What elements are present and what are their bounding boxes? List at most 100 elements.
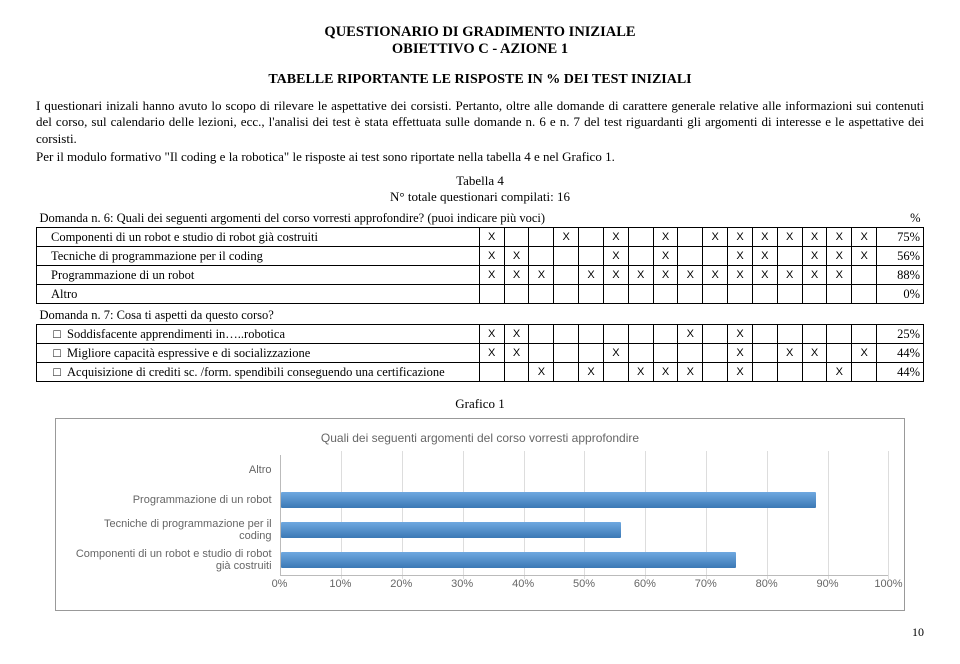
mark-cell [554,285,579,304]
pct-header: % [877,207,924,228]
mark-cell [628,228,653,247]
row-label: □Migliore capacità espressive e di socia… [37,344,480,363]
row-label: □Soddisfacente apprendimenti in…..roboti… [37,325,480,344]
chart-bar [281,522,621,538]
question-title: Domanda n. 7: Cosa ti aspetti da questo … [37,304,877,325]
mark-cell [603,325,628,344]
mark-cell [703,247,728,266]
chart-category-label: Programmazione di un robot [72,494,280,506]
chart-category-label: Tecniche di programmazione per il coding [72,518,280,542]
mark-cell [678,228,703,247]
mark-cell: X [579,266,604,285]
chart-tick-label: 50% [573,578,595,590]
mark-cell: X [504,325,529,344]
mark-cell [628,285,653,304]
intro-paragraph-2: Per il modulo formativo "Il coding e la … [36,149,924,165]
mark-cell [852,363,877,382]
mark-cell: X [529,266,554,285]
mark-cell [579,285,604,304]
section-subtitle: TABELLE RIPORTANTE LE RISPOSTE IN % DEI … [36,72,924,88]
chart-bar [281,492,816,508]
mark-cell [752,344,777,363]
row-label: Programmazione di un robot [37,266,480,285]
mark-cell [529,325,554,344]
chart-x-axis: 0%10%20%30%40%50%60%70%80%90%100% [72,575,889,592]
chart-tick-label: 90% [817,578,839,590]
mark-cell: X [777,266,802,285]
mark-cell: X [479,228,504,247]
mark-cell [603,285,628,304]
chart-tick-label: 70% [695,578,717,590]
mark-cell: X [603,247,628,266]
mark-cell: X [728,266,753,285]
mark-cell [554,344,579,363]
mark-cell: X [603,344,628,363]
mark-cell [479,285,504,304]
mark-cell: X [728,363,753,382]
page-number: 10 [36,625,924,640]
table-row: Programmazione di un robotXXXXXXXXXXXXXX… [37,266,924,285]
mark-cell: X [827,266,852,285]
mark-cell [579,344,604,363]
question-header-row: Domanda n. 6: Quali dei seguenti argomen… [37,207,924,228]
mark-cell: X [603,228,628,247]
mark-cell [703,363,728,382]
mark-cell: X [653,247,678,266]
mark-cell: X [827,247,852,266]
pct-cell: 44% [877,344,924,363]
pct-cell: 75% [877,228,924,247]
mark-cell [628,344,653,363]
mark-cell [728,285,753,304]
chart-tick-label: 100% [874,578,902,590]
chart-tick-label: 20% [390,578,412,590]
chart-title: Quali dei seguenti argomenti del corso v… [72,431,889,445]
table-caption: Tabella 4 N° totale questionari compilat… [36,173,924,205]
mark-cell [678,247,703,266]
mark-cell [802,285,827,304]
document-title: QUESTIONARIO DI GRADIMENTO INIZIALE OBIE… [36,24,924,58]
chart-plot-area [280,545,889,575]
mark-cell [752,363,777,382]
mark-cell: X [728,247,753,266]
mark-cell: X [802,344,827,363]
mark-cell: X [504,266,529,285]
mark-cell: X [752,228,777,247]
intro-paragraph-1: I questionari inizali hanno avuto lo sco… [36,98,924,147]
mark-cell: X [479,344,504,363]
mark-cell: X [728,325,753,344]
question-title: Domanda n. 6: Quali dei seguenti argomen… [37,207,877,228]
mark-cell [777,363,802,382]
mark-cell [703,325,728,344]
chart-tick-label: 40% [512,578,534,590]
mark-cell [777,285,802,304]
mark-cell [802,363,827,382]
mark-cell [777,247,802,266]
mark-cell: X [603,266,628,285]
chart-row: Componenti di un robot e studio di robot… [72,545,889,575]
chart-tick-label: 60% [634,578,656,590]
mark-cell: X [827,228,852,247]
bar-chart: Quali dei seguenti argomenti del corso v… [55,418,906,611]
mark-cell: X [703,228,728,247]
mark-cell: X [728,344,753,363]
mark-cell [827,285,852,304]
row-label: □Acquisizione di crediti sc. /form. spen… [37,363,480,382]
mark-cell [554,247,579,266]
pct-cell: 25% [877,325,924,344]
table-row: Componenti di un robot e studio di robot… [37,228,924,247]
mark-cell: X [529,363,554,382]
table-caption-line1: Tabella 4 [36,173,924,189]
row-label: Tecniche di programmazione per il coding [37,247,480,266]
mark-cell: X [504,247,529,266]
mark-cell [703,344,728,363]
mark-cell: X [579,363,604,382]
mark-cell: X [479,247,504,266]
mark-cell: X [504,344,529,363]
table-row: Tecniche di programmazione per il coding… [37,247,924,266]
mark-cell [554,325,579,344]
mark-cell [852,325,877,344]
mark-cell: X [703,266,728,285]
mark-cell [852,266,877,285]
chart-tick-label: 10% [329,578,351,590]
pct-cell: 0% [877,285,924,304]
